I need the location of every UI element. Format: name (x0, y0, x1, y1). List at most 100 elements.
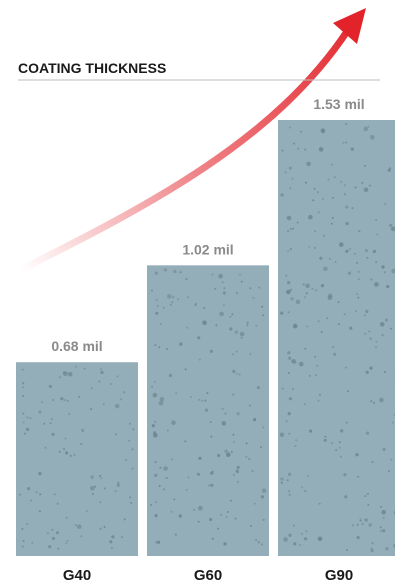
bar-texture-dot (94, 485, 97, 488)
bar-texture-dot (317, 211, 320, 214)
bar-texture-dot (338, 446, 341, 449)
category-label-g90: G90 (325, 567, 353, 584)
bar-texture-dot (333, 352, 337, 356)
bar-texture-dot (214, 287, 217, 290)
bar-texture-dot (385, 547, 389, 551)
bar-texture-dot (308, 214, 313, 220)
bar-texture-dot (375, 218, 378, 221)
bar-texture-dot (78, 395, 81, 398)
bar-texture-dot (21, 545, 24, 548)
bar-texture-dot (77, 524, 82, 529)
bar-texture-dot (357, 278, 360, 281)
category-label-g60: G60 (194, 567, 222, 584)
bar-texture-dot (211, 537, 214, 540)
bar-texture-dot (51, 528, 54, 531)
bar-texture-dot (306, 325, 309, 328)
bar-texture-dot (314, 246, 316, 249)
bar-texture-dot (232, 441, 235, 443)
bar-texture-dot (285, 274, 288, 277)
bar-texture-dot (323, 438, 327, 442)
value-label-g40: 0.68 mil (51, 338, 102, 354)
bar-texture-dot (281, 149, 284, 152)
bar-texture-dot (315, 374, 318, 377)
bar-texture-dot (230, 451, 233, 453)
bar-texture-dot (177, 298, 180, 301)
bar-texture-dot (110, 383, 112, 385)
bar-texture-dot (154, 420, 157, 423)
bar-texture-dot (324, 435, 327, 438)
bar-texture-dot (389, 327, 392, 330)
bar-texture-dot (74, 524, 77, 527)
bar-texture-dot (224, 412, 227, 415)
bar-texture-dot (296, 221, 299, 224)
bar-texture-dot (69, 454, 72, 457)
bar-texture-dot (221, 407, 224, 410)
bar-texture-dot (309, 429, 313, 433)
bar-texture-dot (231, 313, 234, 316)
bar-texture-dot (286, 479, 289, 482)
bar-texture-dot (166, 429, 169, 432)
bar-texture-dot (155, 298, 158, 301)
bar-texture-dot (288, 472, 292, 476)
bar-texture-dot (50, 418, 53, 421)
chart-title: COATING THICKNESS (18, 60, 166, 76)
bar-texture-dot (162, 488, 165, 491)
bar-texture-dot (198, 358, 201, 361)
bar-g60 (147, 265, 269, 556)
bar-texture-dot (179, 342, 183, 346)
bar-texture-dot (347, 390, 350, 393)
bar-texture-dot (236, 465, 240, 469)
bar-texture-dot (21, 368, 24, 371)
bar-texture-dot (262, 426, 265, 429)
bar-texture-dot (364, 518, 368, 522)
bar-g90 (278, 120, 395, 556)
bar-texture-dot (332, 346, 335, 349)
bar-texture-dot (116, 483, 120, 487)
bar-texture-dot (165, 477, 168, 480)
bar-texture-dot (156, 304, 159, 307)
bar-texture-dot (115, 433, 117, 436)
bar-texture-dot (171, 458, 173, 461)
bar-texture-dot (66, 399, 69, 402)
bar-texture-dot (287, 412, 291, 416)
bar-texture-dot (63, 399, 66, 402)
bar-texture-dot (381, 509, 387, 515)
bar-texture-dot (356, 261, 359, 264)
bar-texture-dot (175, 392, 178, 395)
bar-texture-dot (223, 542, 227, 546)
bar-texture-dot (19, 493, 22, 496)
bar-texture-dot (291, 359, 297, 364)
bar-texture-dot (287, 372, 290, 374)
bar-texture-dot (165, 348, 168, 350)
bar-texture-dot (292, 524, 295, 527)
bar-texture-dot (206, 392, 209, 395)
bar-texture-dot (46, 532, 49, 535)
bar-texture-dot (340, 180, 343, 183)
bar-texture-dot (349, 326, 353, 330)
bar-texture-dot (369, 337, 372, 340)
bar-texture-dot (132, 428, 135, 431)
bar-texture-dot (120, 398, 123, 401)
bar-texture-dot (26, 522, 29, 525)
bar-texture-dot (305, 292, 308, 295)
bar-texture-dot (171, 420, 176, 426)
bar-texture-dot (99, 527, 102, 530)
bar-texture-dot (308, 245, 311, 248)
bar-texture-dot (287, 281, 291, 285)
bar-texture-dot (210, 435, 213, 438)
bar-texture-dot (232, 433, 235, 436)
bar-texture-dot (81, 428, 85, 432)
bar-texture-dot (163, 268, 167, 272)
bar-texture-dot (351, 207, 354, 210)
bar-texture-dot (355, 453, 359, 457)
bar-texture-dot (284, 171, 287, 174)
trend-up-arrow-icon (16, 8, 366, 274)
bar-texture-dot (372, 249, 376, 254)
bar-texture-dot (288, 166, 292, 170)
bar-texture-dot (232, 369, 236, 373)
bar-texture-dot (382, 447, 386, 452)
bar-texture-dot (339, 242, 344, 247)
bar-texture-dot (364, 495, 367, 498)
bar-texture-dot (356, 523, 359, 526)
bar-texture-dot (290, 288, 293, 291)
